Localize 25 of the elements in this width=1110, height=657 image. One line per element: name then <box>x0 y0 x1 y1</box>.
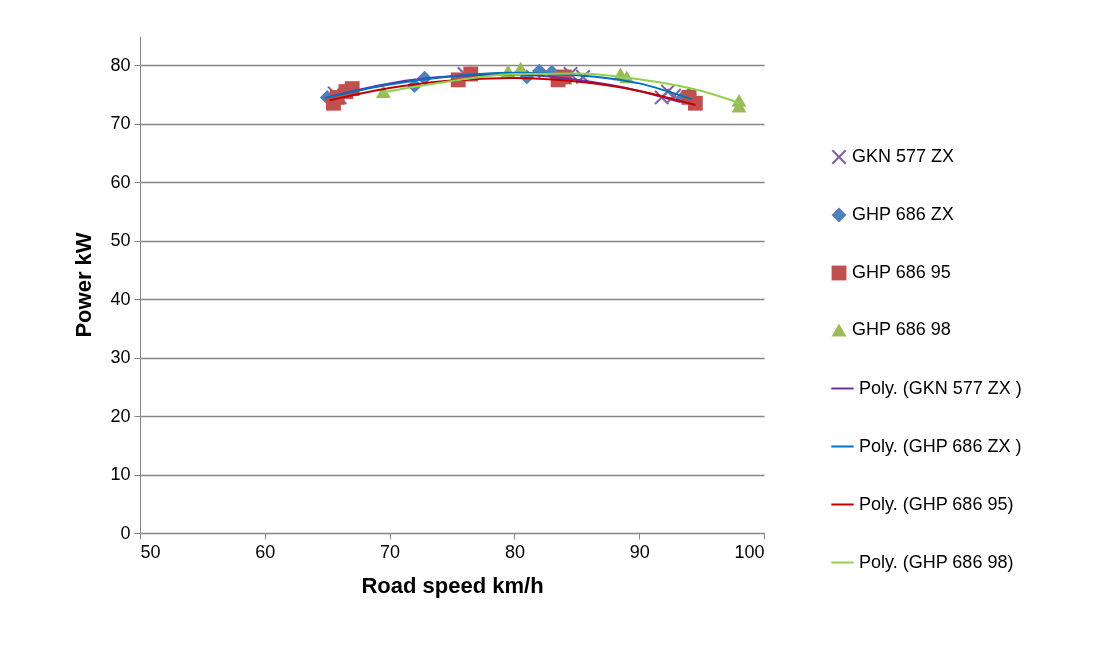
y-tick-label: 0 <box>120 522 131 543</box>
x-tick-label: 60 <box>255 541 276 562</box>
y-tick-label: 40 <box>110 288 131 309</box>
y-tick-label: 70 <box>110 113 131 134</box>
y-tick-label: 80 <box>110 54 131 75</box>
y-tick-label: 10 <box>110 464 131 485</box>
legend-label: Poly. (GHP 686 95) <box>859 493 1014 514</box>
legend-label: GHP 686 98 <box>852 319 951 339</box>
legend-label: Poly. (GKN 577 ZX ) <box>859 377 1022 398</box>
x-tick-label: 70 <box>380 541 401 562</box>
legend-label: Poly. (GHP 686 98) <box>859 551 1014 572</box>
y-tick-label: 50 <box>110 230 131 251</box>
y-tick-label: 30 <box>110 347 131 368</box>
legend-label: GHP 686 95 <box>852 262 951 282</box>
y-axis-title: Power kW <box>71 232 97 338</box>
x-tick-label: 50 <box>140 541 161 562</box>
x-tick-label: 80 <box>504 541 525 562</box>
y-tick-label: 60 <box>110 171 131 192</box>
y-tick-label: 20 <box>110 405 131 426</box>
x-tick-label: 100 <box>734 541 765 562</box>
x-tick-label: 90 <box>629 541 650 562</box>
legend-label: GKN 577 ZX <box>852 146 955 166</box>
legend-label: GHP 686 ZX <box>852 204 954 224</box>
x-axis-title: Road speed km/h <box>361 572 544 598</box>
legend-label: Poly. (GHP 686 ZX ) <box>859 435 1022 456</box>
